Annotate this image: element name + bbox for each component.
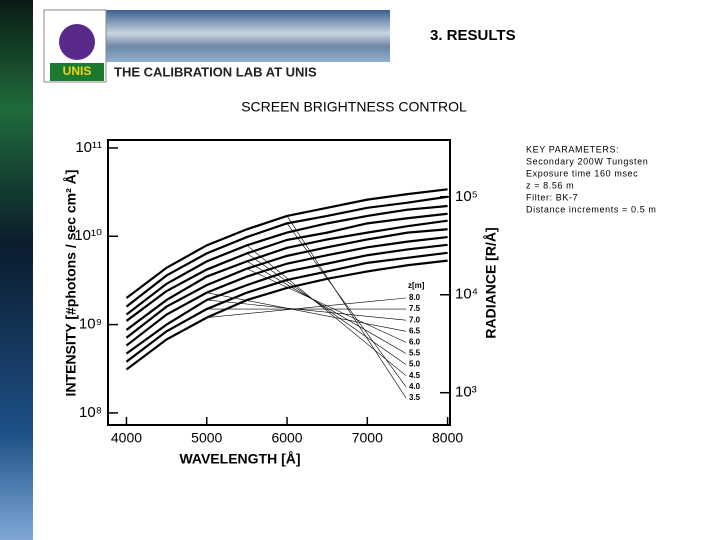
slide-subtitle: THE CALIBRATION LAB AT UNIS (114, 64, 317, 79)
data-line (125, 212, 448, 322)
key-parameter: KEY PARAMETERS: (526, 144, 619, 154)
y2-tick-label: 10⁴ (455, 286, 478, 303)
legend-label: 6.0 (409, 338, 421, 347)
y-tick-label: 10¹¹ (75, 139, 102, 156)
legend-label: 4.5 (409, 371, 421, 380)
x-tick-label: 4000 (111, 430, 142, 446)
logo-text: UNIS (63, 64, 92, 78)
data-line (125, 259, 448, 371)
key-parameter: Filter: BK-7 (526, 192, 578, 202)
x-tick-label: 7000 (352, 430, 383, 446)
y2-tick-label: 10³ (455, 384, 477, 401)
y-tick-label: 10¹⁰ (74, 227, 102, 244)
leader-line (206, 299, 407, 321)
chart-title: SCREEN BRIGHTNESS CONTROL (241, 99, 467, 115)
legend-label: 8.0 (409, 293, 421, 302)
data-line (125, 204, 448, 316)
y2-tick-label: 10⁵ (455, 188, 478, 205)
leader-line (246, 261, 407, 354)
leader-line (246, 245, 407, 376)
leader-line (246, 268, 407, 343)
data-line (125, 228, 448, 339)
x-tick-label: 8000 (432, 430, 463, 446)
x-tick-label: 5000 (191, 430, 222, 446)
data-line (125, 251, 448, 363)
y-tick-label: 10⁸ (79, 404, 102, 421)
leader-line (206, 292, 407, 332)
key-parameter: Secondary 200W Tungsten (526, 156, 648, 166)
side-stripe (0, 0, 33, 540)
banner (106, 10, 390, 62)
legend-label: 7.0 (409, 315, 421, 324)
logo-globe (59, 24, 95, 60)
leader-line (286, 223, 407, 387)
y-axis-label: INTENSITY [#photons / sec cm² Å] (63, 170, 79, 397)
plot-frame (107, 139, 451, 426)
key-parameter: Distance increments = 0.5 m (526, 204, 657, 214)
leader-line (286, 215, 407, 399)
legend-label: 3.5 (409, 393, 421, 402)
x-axis-label: WAVELENGTH [Å] (179, 451, 300, 467)
key-parameter: z = 8.56 m (526, 180, 574, 190)
legend-title: z[m] (408, 281, 425, 290)
logo-band (50, 63, 104, 81)
legend-label: 5.0 (409, 360, 421, 369)
legend-label: 6.5 (409, 326, 421, 335)
x-tick-label: 6000 (271, 430, 302, 446)
leader-line (246, 253, 407, 365)
key-parameter: Exposure time 160 msec (526, 168, 638, 178)
y2-axis-label: RADIANCE [R/Å] (483, 227, 499, 338)
data-line (125, 243, 448, 355)
data-line (125, 235, 448, 347)
legend-label: 7.5 (409, 304, 421, 313)
legend-label: 4.0 (409, 382, 421, 391)
data-line (125, 219, 448, 331)
slide-title: 3. RESULTS (430, 27, 516, 44)
legend-label: 5.5 (409, 349, 421, 358)
y-tick-label: 10⁹ (79, 316, 102, 333)
leader-line (206, 297, 407, 318)
